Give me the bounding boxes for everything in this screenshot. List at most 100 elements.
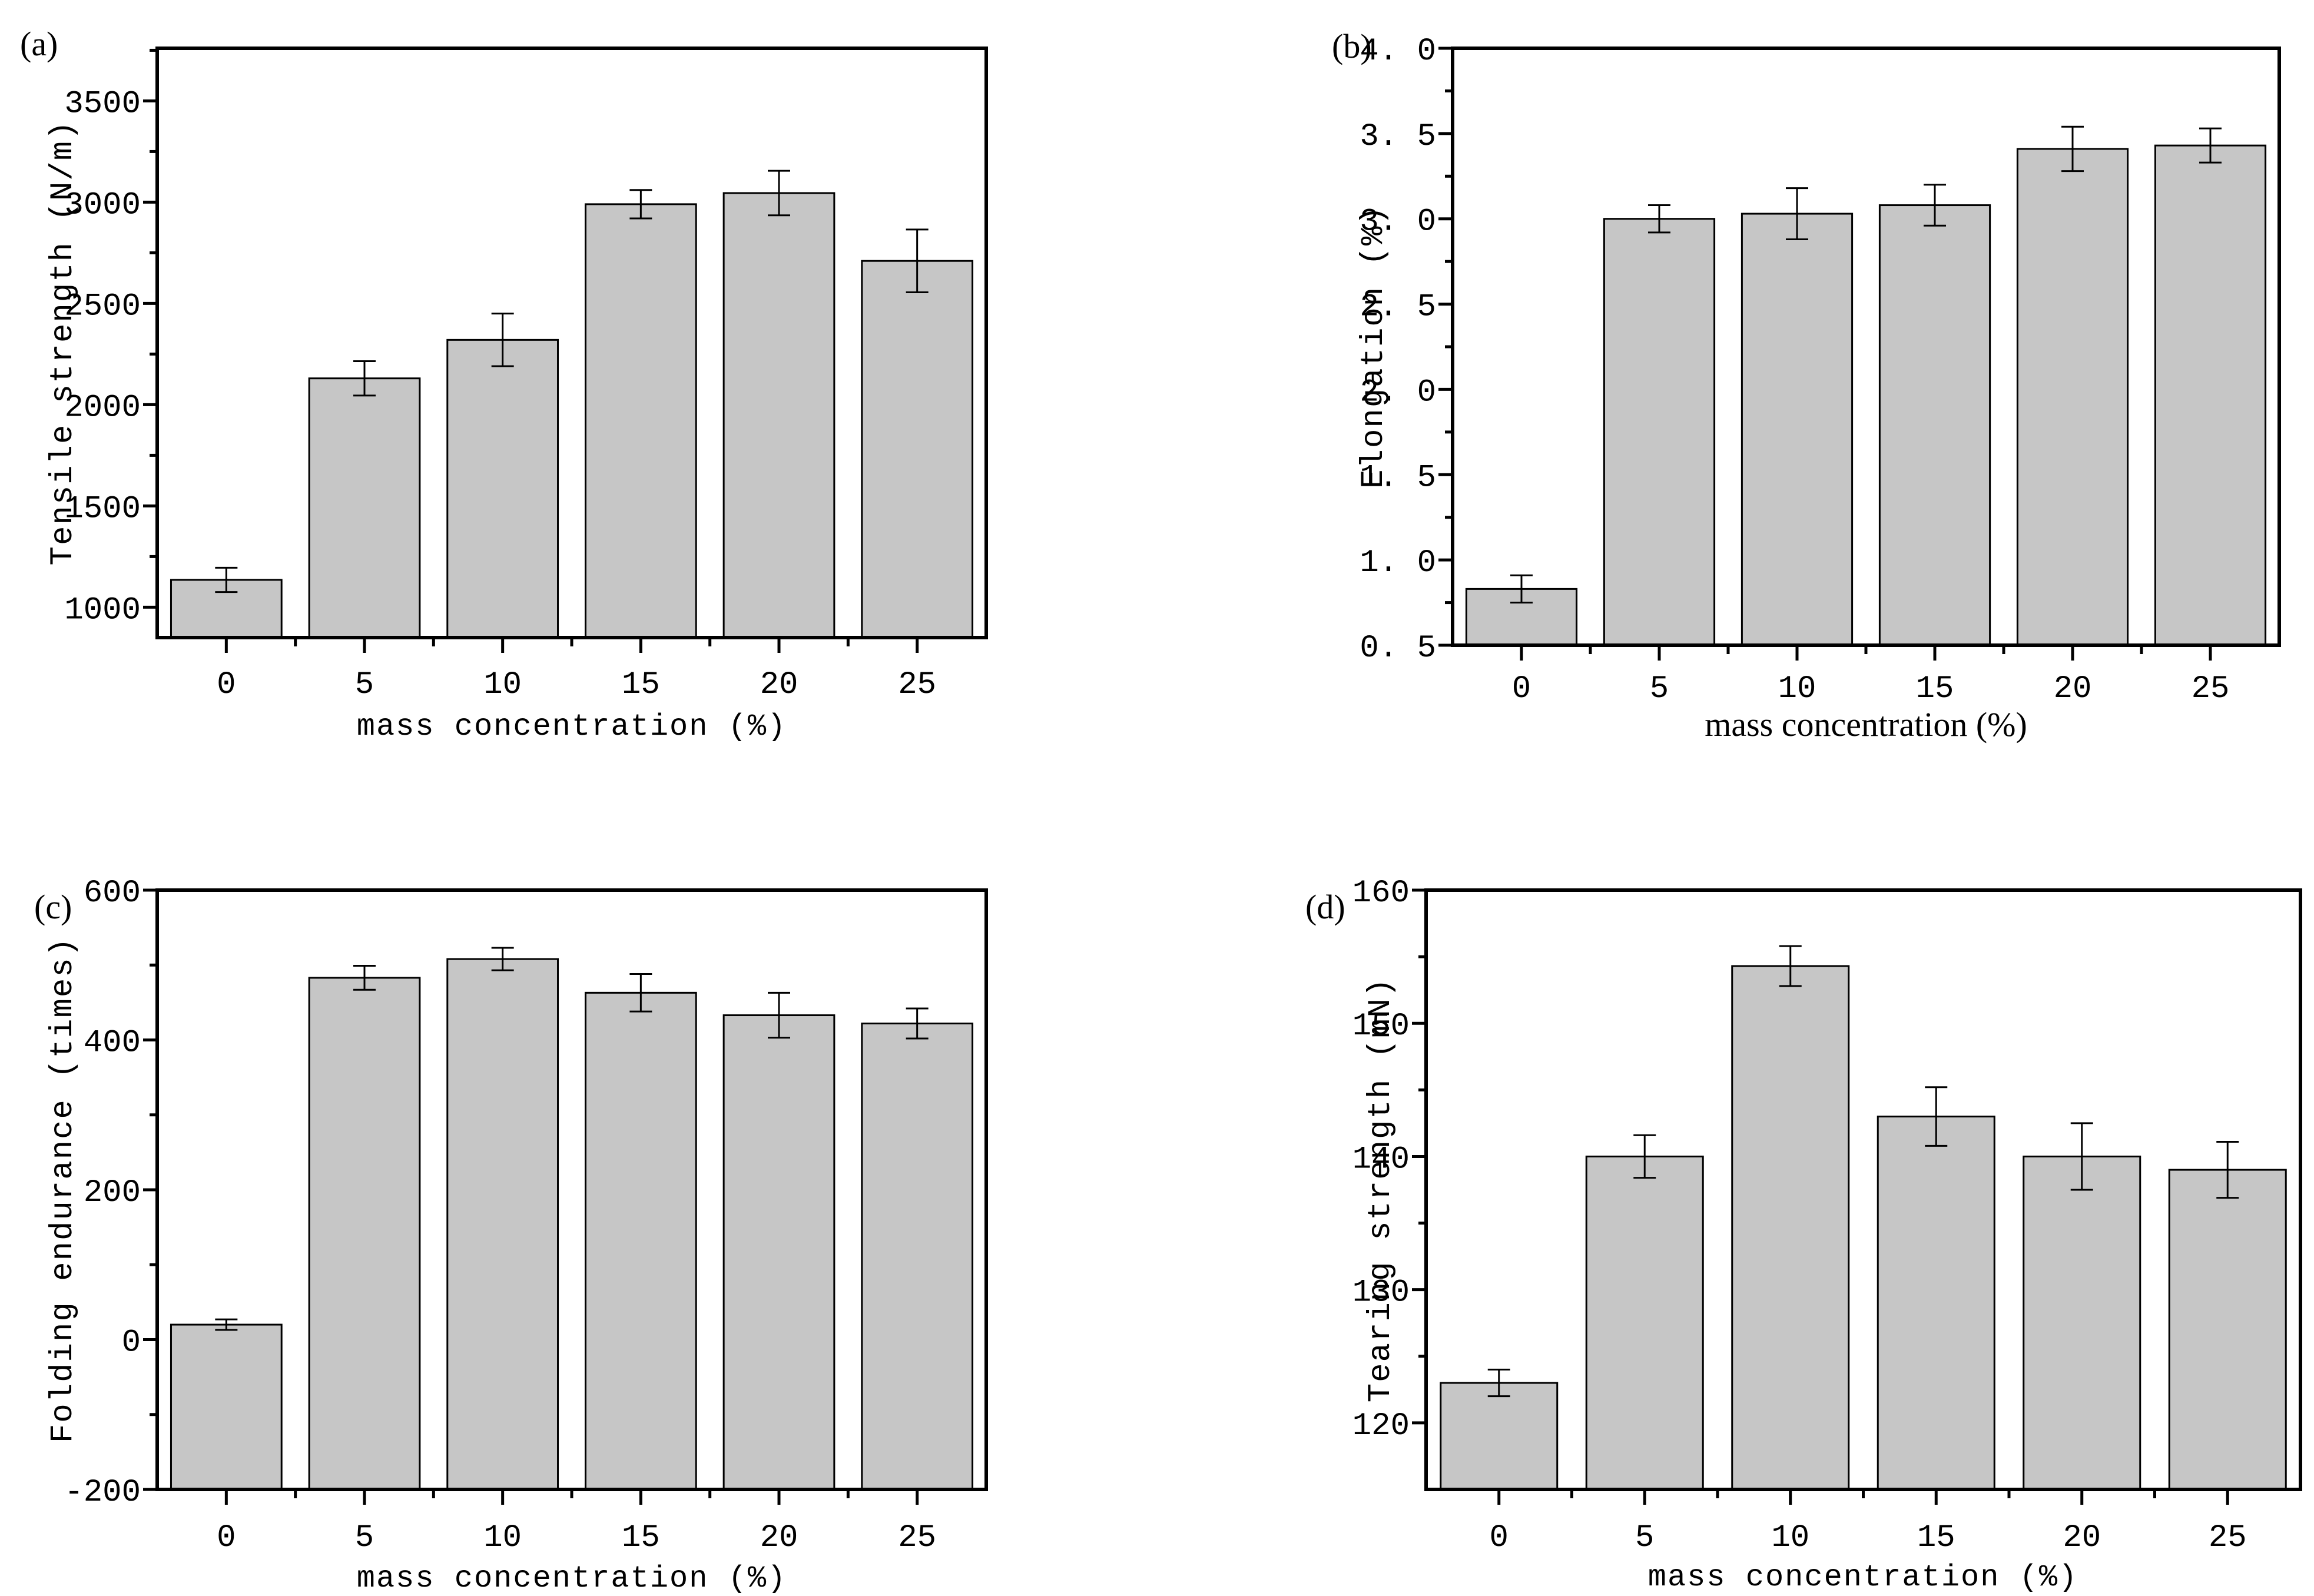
panel-b-plot: 0. 5 1. 0 1. 5 2. 0 2. 5 3. 0 3. 5 4. 0 0 5 10 15 20… — [1360, 34, 2281, 707]
bar-d-15 — [1877, 1116, 1995, 1491]
error-bar-d-20 — [2070, 1122, 2093, 1191]
bar-d-5 — [1585, 1155, 1704, 1491]
error-bar-b-20 — [2061, 125, 2084, 172]
bar-c-10 — [446, 958, 559, 1491]
error-bar-a-0 — [215, 566, 238, 593]
ticks-a — [143, 48, 919, 653]
bar-c-5 — [308, 977, 421, 1491]
y-tick-label: 2. 0 — [1360, 374, 1436, 410]
x-tick-label: 10 — [483, 667, 522, 703]
panel-d-x-axis-title: mass concentration (%) — [1647, 1560, 2078, 1595]
y-tick-label: 600 — [84, 875, 141, 911]
y-tick-label: 4. 0 — [1360, 34, 1436, 69]
y-tick-label: 130 — [1352, 1275, 1410, 1311]
tick-labels-d: 120 130 140 150 160 0 5 10 15 20 25 — [1352, 875, 2247, 1556]
panel-c-y-axis-title: Folding endurance (times) — [45, 936, 81, 1444]
bar-d-25 — [2168, 1169, 2287, 1491]
error-bar-c-25 — [906, 1007, 929, 1040]
panel-c-plot: -200 0 200 400 600 0 5 10 15 20 25 — [64, 875, 988, 1556]
x-tick-label: 15 — [1916, 671, 1954, 707]
tick-labels-a: 1000 1500 2000 2500 3000 3500 0 5 10 15 20 25 — [64, 86, 936, 703]
y-tick-label: 160 — [1352, 875, 1410, 911]
ticks-c — [143, 888, 919, 1505]
error-bar-d-10 — [1779, 945, 1802, 987]
x-tick-label: 15 — [622, 1520, 660, 1556]
y-tick-label: 3000 — [64, 187, 141, 223]
panel-a-letter: (a) — [20, 25, 58, 63]
y-tick-label: 0 — [122, 1325, 141, 1361]
error-bar-a-5 — [353, 360, 376, 397]
error-bar-c-20 — [768, 991, 790, 1039]
bar-c-0 — [170, 1323, 283, 1491]
y-tick-label: 120 — [1352, 1408, 1410, 1444]
error-bar-b-10 — [1786, 187, 1808, 240]
panel-c-x-axis-title: mass concentration (%) — [356, 1561, 787, 1596]
x-tick-label: 20 — [2054, 671, 2092, 707]
y-tick-label: 2000 — [64, 390, 141, 426]
y-tick-label: 1. 0 — [1360, 545, 1436, 581]
panel-d-y-axis-title: Tearing strength (mN) — [1363, 977, 1399, 1403]
ticks-d — [1412, 888, 2229, 1505]
x-tick-label: 0 — [1512, 671, 1531, 707]
bar-b-20 — [2016, 148, 2129, 646]
panel-d-letter: (d) — [1305, 888, 1345, 926]
tick-labels-c: -200 0 200 400 600 0 5 10 15 20 25 — [64, 875, 936, 1556]
x-tick-label: 0 — [217, 1520, 236, 1556]
x-tick-label: 15 — [1917, 1520, 1955, 1556]
bar-a-10 — [446, 339, 559, 639]
error-bar-a-20 — [768, 170, 790, 217]
x-tick-label: 0 — [217, 667, 236, 703]
error-bar-d-5 — [1633, 1134, 1656, 1179]
error-bar-b-5 — [1648, 204, 1670, 234]
bar-c-15 — [584, 991, 697, 1491]
x-tick-label: 10 — [1771, 1520, 1809, 1556]
y-tick-label: 2. 5 — [1360, 290, 1436, 326]
ticks-b — [1438, 47, 2212, 661]
x-tick-label: 20 — [760, 667, 798, 703]
error-bar-d-25 — [2216, 1141, 2239, 1199]
y-tick-label: 140 — [1352, 1142, 1410, 1177]
y-tick-label: 2500 — [64, 288, 141, 324]
bar-c-25 — [861, 1023, 974, 1491]
error-bar-b-0 — [1510, 574, 1533, 604]
error-bar-c-0 — [215, 1318, 238, 1331]
panel-c-letter: (c) — [34, 888, 72, 926]
bar-b-10 — [1741, 213, 1854, 646]
y-tick-label: 3500 — [64, 86, 141, 122]
x-tick-label: 10 — [483, 1520, 522, 1556]
y-tick-label: -200 — [64, 1475, 141, 1511]
bar-a-15 — [584, 203, 697, 639]
panel-b-y-axis-title: Elongation (%) — [1356, 205, 1392, 489]
error-bar-b-25 — [2199, 127, 2222, 164]
bar-d-0 — [1440, 1382, 1559, 1491]
bar-a-20 — [722, 192, 836, 639]
y-tick-label: 1000 — [64, 592, 141, 628]
y-tick-label: 150 — [1352, 1008, 1410, 1044]
panel-d-plot: 120 130 140 150 160 0 5 10 15 20 25 — [1352, 875, 2302, 1556]
x-tick-label: 20 — [760, 1520, 798, 1556]
y-tick-label: 200 — [84, 1175, 141, 1211]
y-tick-label: 0. 5 — [1360, 631, 1436, 666]
panel-b-x-axis-title: mass concentration (%) — [1705, 705, 2027, 744]
x-tick-label: 25 — [898, 667, 936, 703]
x-tick-label: 25 — [2209, 1520, 2247, 1556]
panel-a-x-axis-title: mass concentration (%) — [356, 709, 787, 744]
y-tick-label: 3. 5 — [1360, 119, 1436, 155]
bar-d-20 — [2023, 1155, 2141, 1491]
x-tick-label: 25 — [898, 1520, 936, 1556]
x-tick-label: 10 — [1778, 671, 1816, 707]
error-bar-b-15 — [1924, 184, 1946, 227]
panel-a-plot: 1000 1500 2000 2500 3000 3500 0 5 10 15 20 25 — [64, 47, 988, 703]
bar-b-25 — [2154, 144, 2267, 646]
panel-a-y-axis-title: Tensile strength (N/m) — [45, 120, 81, 566]
error-bar-c-15 — [629, 973, 652, 1013]
error-bar-a-25 — [906, 228, 929, 294]
y-tick-label: 1500 — [64, 491, 141, 527]
x-tick-label: 0 — [1490, 1520, 1509, 1556]
bar-c-20 — [722, 1014, 836, 1491]
bar-b-15 — [1878, 204, 1991, 646]
y-tick-label: 400 — [84, 1026, 141, 1061]
x-tick-label: 5 — [355, 667, 374, 703]
error-bar-d-0 — [1487, 1368, 1510, 1398]
